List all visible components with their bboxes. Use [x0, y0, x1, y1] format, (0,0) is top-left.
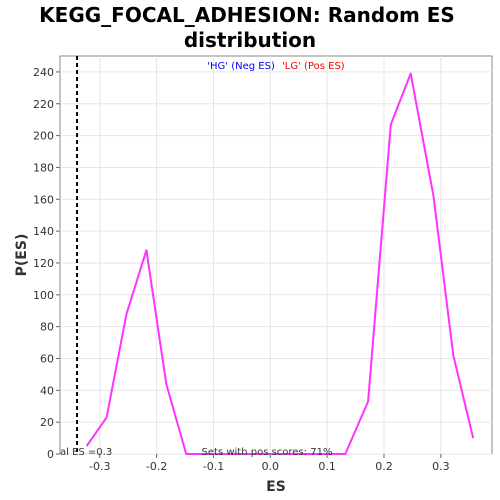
left-annotation: al ES =0.3 [60, 447, 112, 458]
series-line [85, 72, 475, 455]
series-group [85, 72, 475, 455]
ticks: -0.3 -0.2 -0.1 0.0 0.1 0.2 0.3 0 20 40 60 80 100 120 1… [33, 66, 450, 473]
y-tick-label: 20 [40, 416, 54, 429]
y-tick-label: 80 [40, 321, 54, 334]
x-tick-label: 0.3 [432, 460, 450, 473]
legend: 'HG' (Neg ES) 'LG' (Pos ES) [207, 61, 345, 72]
y-tick-label: 200 [33, 130, 54, 143]
bottom-annotation: Sets with pos scores: 71% [202, 447, 333, 458]
x-tick-label: -0.3 [89, 460, 110, 473]
y-tick-label: 140 [33, 225, 54, 238]
y-tick-label: 220 [33, 98, 54, 111]
y-tick-label: 240 [33, 66, 54, 79]
x-tick-label: -0.1 [203, 460, 224, 473]
x-tick-label: 0.0 [262, 460, 280, 473]
y-tick-label: 180 [33, 161, 54, 174]
chart-title-line-2: distribution [184, 28, 316, 52]
y-tick-label: 60 [40, 352, 54, 365]
x-tick-label: 0.1 [318, 460, 336, 473]
y-tick-label: 40 [40, 384, 54, 397]
y-tick-label: 100 [33, 289, 54, 302]
legend-entry-neg: 'HG' (Neg ES) [207, 61, 275, 72]
x-tick-label: -0.2 [146, 460, 167, 473]
chart-title-line-1: KEGG_FOCAL_ADHESION: Random ES [39, 3, 455, 27]
legend-entry-pos: 'LG' (Pos ES) [282, 61, 345, 72]
x-tick-label: 0.2 [375, 460, 393, 473]
y-tick-label: 0 [47, 448, 54, 461]
y-tick-label: 160 [33, 193, 54, 206]
x-axis-label: ES [266, 479, 286, 495]
grid [60, 56, 492, 455]
y-axis-label: P(ES) [14, 234, 30, 277]
plot-area [59, 55, 493, 455]
y-tick-label: 120 [33, 257, 54, 270]
